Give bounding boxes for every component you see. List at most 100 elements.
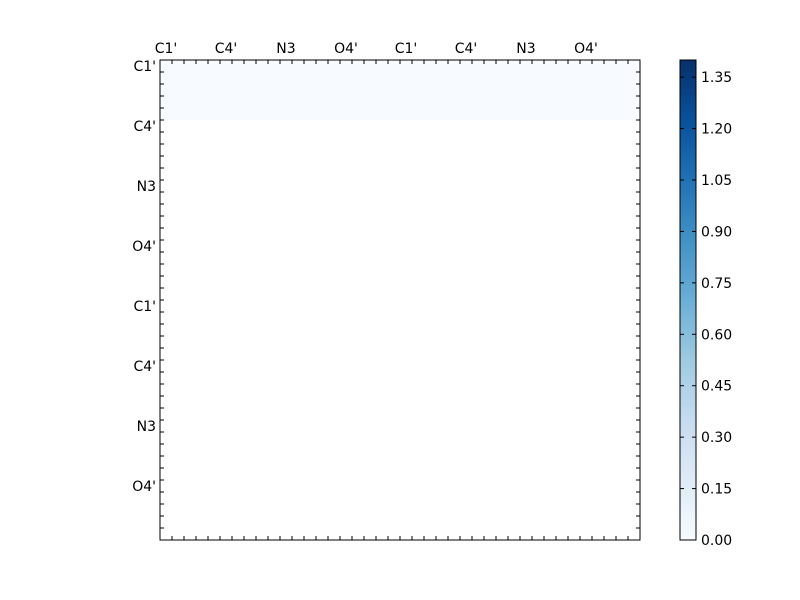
heatmap-cell xyxy=(508,72,521,85)
heatmap-cell xyxy=(364,108,377,121)
heatmap-cell xyxy=(256,72,269,85)
heatmap-cell xyxy=(448,60,461,73)
heatmap-cell xyxy=(592,84,605,97)
heatmap-cell xyxy=(172,60,185,73)
heatmap-cell xyxy=(508,96,521,109)
colorbar-tick-label: 1.20 xyxy=(701,122,732,138)
colorbar xyxy=(679,59,697,541)
heatmap-cell xyxy=(244,72,257,85)
colorbar-tick-label: 0.60 xyxy=(701,327,732,343)
plot-frame xyxy=(159,59,641,541)
heatmap-cell xyxy=(616,60,629,73)
heatmap-cell xyxy=(232,96,245,109)
heatmap-cell xyxy=(304,84,317,97)
heatmap-cell xyxy=(580,108,593,121)
heatmap-cell xyxy=(604,108,617,121)
heatmap-cell xyxy=(520,84,533,97)
heatmap-cell xyxy=(244,108,257,121)
heatmap-cell xyxy=(556,108,569,121)
heatmap-cell xyxy=(436,84,449,97)
heatmap-cell xyxy=(352,72,365,85)
heatmap-cell xyxy=(496,108,509,121)
heatmap-cell xyxy=(268,60,281,73)
heatmap-cell xyxy=(616,108,629,121)
y-tick-label: C1' xyxy=(133,299,156,315)
heatmap-cell xyxy=(544,108,557,121)
x-tick-label: C1' xyxy=(395,41,418,57)
heatmap-cell xyxy=(388,96,401,109)
heatmap-cell xyxy=(256,96,269,109)
heatmap-cell xyxy=(316,72,329,85)
heatmap-cell xyxy=(196,84,209,97)
heatmap-cell xyxy=(400,108,413,121)
heatmap-cell xyxy=(376,84,389,97)
heatmap-cell xyxy=(628,84,641,97)
heatmap-cell xyxy=(484,72,497,85)
heatmap-cell xyxy=(160,108,173,121)
heatmap-cell xyxy=(364,96,377,109)
x-tick-label: C4' xyxy=(455,41,478,57)
heatmap-cell xyxy=(472,84,485,97)
heatmap-cell xyxy=(484,108,497,121)
heatmap-cell xyxy=(412,84,425,97)
heatmap-cell xyxy=(208,60,221,73)
heatmap-cell xyxy=(220,84,233,97)
heatmap-cell xyxy=(508,108,521,121)
heatmap-cell xyxy=(364,84,377,97)
heatmap-cell xyxy=(220,72,233,85)
heatmap-cell xyxy=(520,96,533,109)
heatmap-cell xyxy=(520,108,533,121)
heatmap-cell xyxy=(172,72,185,85)
colorbar-tick-label: 0.15 xyxy=(701,482,732,498)
y-tick-label: O4' xyxy=(132,239,156,255)
heatmap-cell xyxy=(436,96,449,109)
heatmap-cell xyxy=(172,84,185,97)
heatmap-cell xyxy=(484,96,497,109)
heatmap-cell xyxy=(340,108,353,121)
heatmap-cell xyxy=(364,72,377,85)
heatmap-cell xyxy=(340,84,353,97)
heatmap-cell xyxy=(472,60,485,73)
heatmap-cell xyxy=(532,72,545,85)
heatmap-cell xyxy=(220,96,233,109)
heatmap-cell xyxy=(208,108,221,121)
heatmap-cell xyxy=(268,72,281,85)
heatmap-cell xyxy=(208,84,221,97)
heatmap-cell xyxy=(184,108,197,121)
heatmap-cell xyxy=(388,84,401,97)
heatmap-cell xyxy=(592,60,605,73)
heatmap-cell xyxy=(496,60,509,73)
heatmap-cell xyxy=(340,96,353,109)
heatmap-cell xyxy=(580,96,593,109)
heatmap-cell xyxy=(328,108,341,121)
heatmap-cell xyxy=(496,84,509,97)
heatmap-cell xyxy=(460,84,473,97)
heatmap-cell xyxy=(304,96,317,109)
heatmap-cell xyxy=(328,72,341,85)
heatmap-cell xyxy=(208,96,221,109)
heatmap-cell xyxy=(160,84,173,97)
heatmap-cell xyxy=(628,108,641,121)
heatmap-cell xyxy=(520,72,533,85)
heatmap-cell xyxy=(424,72,437,85)
heatmap-cell xyxy=(328,96,341,109)
heatmap-cell xyxy=(604,60,617,73)
heatmap-cell xyxy=(316,108,329,121)
heatmap-cell xyxy=(412,96,425,109)
heatmap-cell xyxy=(376,60,389,73)
x-tick-label: N3 xyxy=(276,41,295,57)
heatmap-cell xyxy=(604,84,617,97)
heatmap-cell xyxy=(412,108,425,121)
heatmap-cell xyxy=(460,108,473,121)
heatmap-cell xyxy=(220,108,233,121)
heatmap-cell xyxy=(532,84,545,97)
heatmap-cell xyxy=(232,60,245,73)
heatmap-cell xyxy=(616,72,629,85)
x-tick-label: O4' xyxy=(334,41,358,57)
heatmap-cell xyxy=(568,72,581,85)
heatmap-cell xyxy=(400,96,413,109)
heatmap-cell xyxy=(568,60,581,73)
colorbar-ticks: 0.00 0.15 0.30 0.45 0.60 0.75 0.90 1.05 1.20 1.35 xyxy=(680,70,732,549)
heatmap-cell xyxy=(256,84,269,97)
heatmap-cells xyxy=(160,60,641,121)
